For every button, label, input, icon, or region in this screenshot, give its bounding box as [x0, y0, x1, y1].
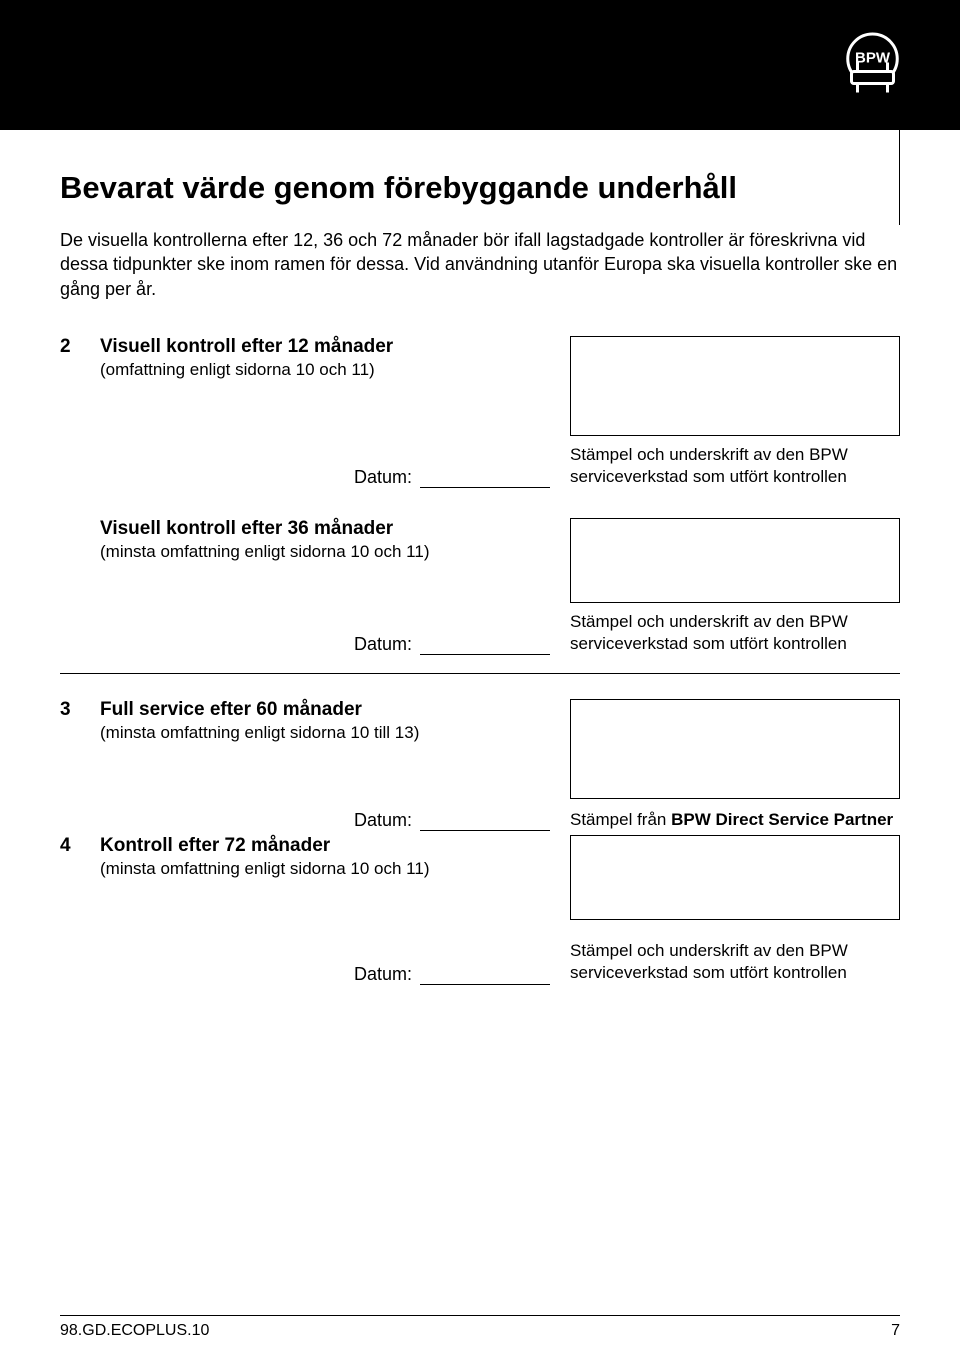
section-title: Full service efter 60 månader [100, 699, 550, 722]
stamp-caption: Stämpel och underskrift av den BPW servi… [570, 611, 900, 655]
date-input-line[interactable] [420, 967, 550, 985]
stamp-box[interactable] [570, 699, 900, 799]
stamp-box[interactable] [570, 518, 900, 603]
section-title: Visuell kontroll efter 12 månader [100, 336, 550, 359]
side-rule [899, 0, 901, 225]
page-title: Bevarat värde genom förebyggande underhå… [60, 170, 900, 206]
date-input-line[interactable] [420, 813, 550, 831]
section-title: Visuell kontroll efter 36 månader [100, 518, 550, 541]
date-label: Datum: [354, 964, 412, 985]
date-label: Datum: [354, 634, 412, 655]
section-number: 4 [60, 835, 100, 857]
stamp-caption: Stämpel och underskrift av den BPW servi… [570, 940, 900, 984]
stamp-box[interactable] [570, 336, 900, 436]
date-label: Datum: [354, 467, 412, 488]
section-divider [60, 673, 900, 674]
section-subtitle: (minsta omfattning enligt sidorna 10 til… [100, 722, 550, 744]
stamp-box[interactable] [570, 835, 900, 920]
date-label: Datum: [354, 810, 412, 831]
stamp-caption: Stämpel från BPW Direct Service Partner [570, 809, 900, 831]
stamp-caption: Stämpel och underskrift av den BPW servi… [570, 444, 900, 488]
section-subtitle: (minsta omfattning enligt sidorna 10 och… [100, 858, 550, 880]
section-2: 2 Visuell kontroll efter 12 månader (omf… [60, 336, 900, 488]
page-footer: 98.GD.ECOPLUS.10 7 [0, 1315, 960, 1340]
footer-code: 98.GD.ECOPLUS.10 [60, 1322, 209, 1340]
section-3: 3 Full service efter 60 månader (minsta … [60, 699, 900, 799]
intro-paragraph: De visuella kontrollerna efter 12, 36 oc… [60, 228, 900, 301]
section-4: 4 Kontroll efter 72 månader (minsta omfa… [60, 835, 900, 984]
section-2b: Visuell kontroll efter 36 månader (minst… [100, 518, 900, 655]
caption-bold: BPW Direct Service Partner [671, 810, 893, 829]
section-number: 2 [60, 336, 100, 358]
date-input-line[interactable] [420, 470, 550, 488]
section-3-4-bridge: Datum: Stämpel från BPW Direct Service P… [60, 809, 900, 831]
header-bar: BPW [0, 0, 960, 130]
section-number: 3 [60, 699, 100, 721]
page-number: 7 [891, 1322, 900, 1340]
svg-text:BPW: BPW [855, 50, 891, 67]
section-title: Kontroll efter 72 månader [100, 835, 550, 858]
section-subtitle: (minsta omfattning enligt sidorna 10 och… [100, 541, 550, 563]
section-subtitle: (omfattning enligt sidorna 10 och 11) [100, 359, 550, 381]
page-content: Bevarat värde genom förebyggande underhå… [0, 130, 960, 985]
caption-prefix: Stämpel från [570, 810, 671, 829]
date-input-line[interactable] [420, 637, 550, 655]
